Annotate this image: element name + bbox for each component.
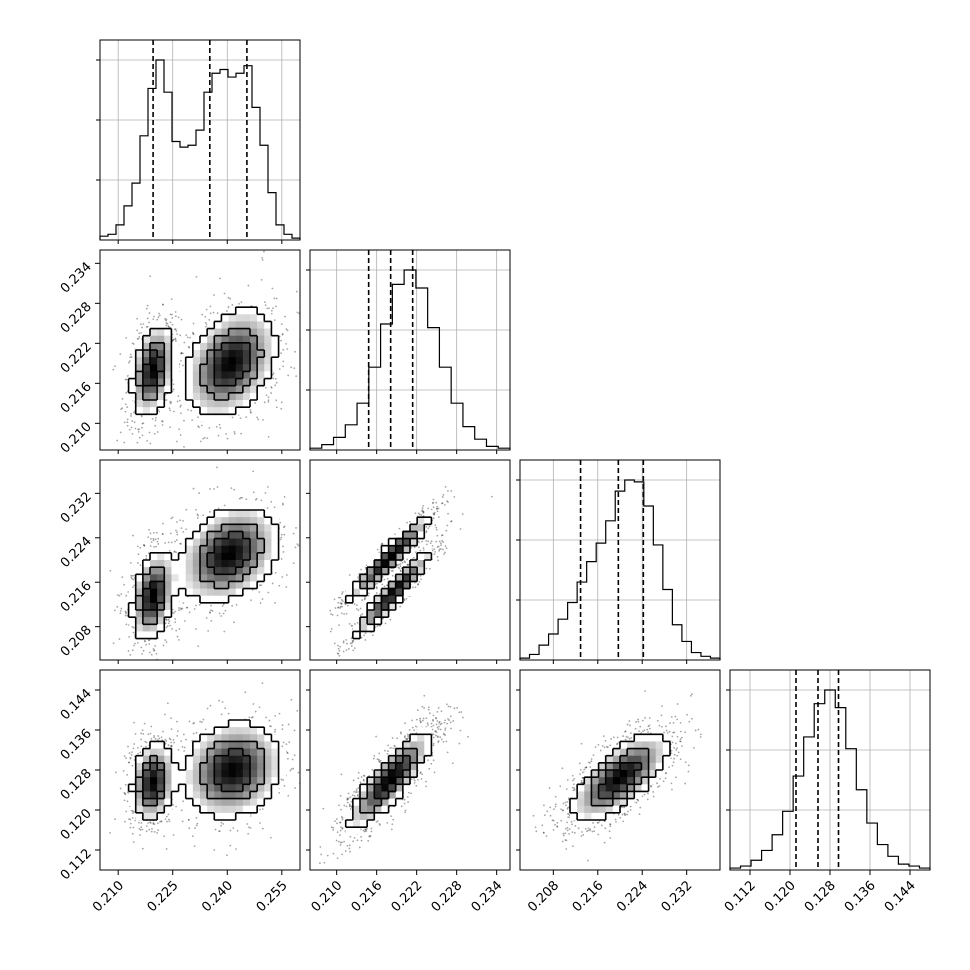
histogram-steps-0 xyxy=(99,59,301,240)
x-tick-label: 0.216 xyxy=(349,878,386,915)
y-tick-label: 0.208 xyxy=(58,623,95,660)
x-tick-label: 0.240 xyxy=(199,878,236,915)
contour-level-0 xyxy=(127,719,280,821)
histogram-steps-3 xyxy=(729,689,931,870)
y-tick-label: 0.232 xyxy=(58,490,95,527)
panel-frame xyxy=(99,249,301,451)
histogram-steps-2 xyxy=(519,479,721,660)
y-tick-label: 0.228 xyxy=(58,300,95,337)
panel-frame xyxy=(99,39,301,241)
x-tick-label: 0.144 xyxy=(882,878,919,915)
y-tick-label: 0.224 xyxy=(58,534,95,571)
x-tick-label: 0.210 xyxy=(90,878,127,915)
y-tick-label: 0.216 xyxy=(58,380,95,417)
x-tick-label: 0.136 xyxy=(842,878,879,915)
histogram-steps-1 xyxy=(309,269,511,450)
panel-frame xyxy=(309,249,511,451)
histogram-panel-0 xyxy=(96,39,301,241)
contour-level-2 xyxy=(373,754,411,800)
contour-level-2 xyxy=(373,537,411,611)
contour-level-0 xyxy=(127,306,280,416)
y-tick-label: 0.216 xyxy=(58,578,95,615)
contour-level-2 xyxy=(142,530,251,611)
contour-level-0 xyxy=(569,733,671,821)
y-tick-label: 0.112 xyxy=(58,846,95,883)
y-tick-label: 0.128 xyxy=(58,766,95,803)
y-tick-label: 0.136 xyxy=(58,726,95,763)
panel-1-3 xyxy=(309,669,511,871)
x-tick-label: 0.234 xyxy=(469,878,506,915)
panel-1-2 xyxy=(309,459,511,661)
y-tick-label: 0.210 xyxy=(58,420,95,457)
panel-2-3 xyxy=(519,669,721,871)
contour-level-1 xyxy=(590,747,650,807)
histogram-panel-3 xyxy=(726,669,931,871)
contour-level-0 xyxy=(344,733,433,828)
x-tick-label: 0.210 xyxy=(309,878,346,915)
x-tick-label: 0.255 xyxy=(254,878,291,915)
x-tick-label: 0.222 xyxy=(389,878,426,915)
x-tick-label: 0.128 xyxy=(802,878,839,915)
contour-level-2 xyxy=(142,342,251,387)
histogram-panel-2 xyxy=(516,459,721,661)
y-tick-label: 0.120 xyxy=(58,806,95,843)
x-tick-label: 0.112 xyxy=(722,878,759,915)
y-tick-label: 0.222 xyxy=(58,340,95,377)
contour-level-0 xyxy=(127,509,280,640)
panel-frame xyxy=(309,459,511,661)
contour-level-2 xyxy=(142,747,251,800)
x-tick-label: 0.228 xyxy=(429,878,466,915)
y-tick-label: 0.144 xyxy=(58,686,95,723)
histogram-panel-1 xyxy=(306,249,511,451)
x-tick-label: 0.120 xyxy=(762,878,799,915)
x-tick-label: 0.225 xyxy=(145,878,182,915)
panel-frame xyxy=(99,459,301,661)
x-tick-label: 0.232 xyxy=(659,878,696,915)
panel-frame xyxy=(519,459,721,661)
panel-0-3 xyxy=(99,669,301,871)
panel-0-1 xyxy=(99,249,301,451)
x-tick-label: 0.216 xyxy=(570,878,607,915)
panel-0-2 xyxy=(99,459,301,661)
x-tick-label: 0.208 xyxy=(525,878,562,915)
contour-level-2 xyxy=(597,762,643,800)
y-tick-label: 0.234 xyxy=(58,260,95,297)
x-tick-label: 0.224 xyxy=(614,878,651,915)
